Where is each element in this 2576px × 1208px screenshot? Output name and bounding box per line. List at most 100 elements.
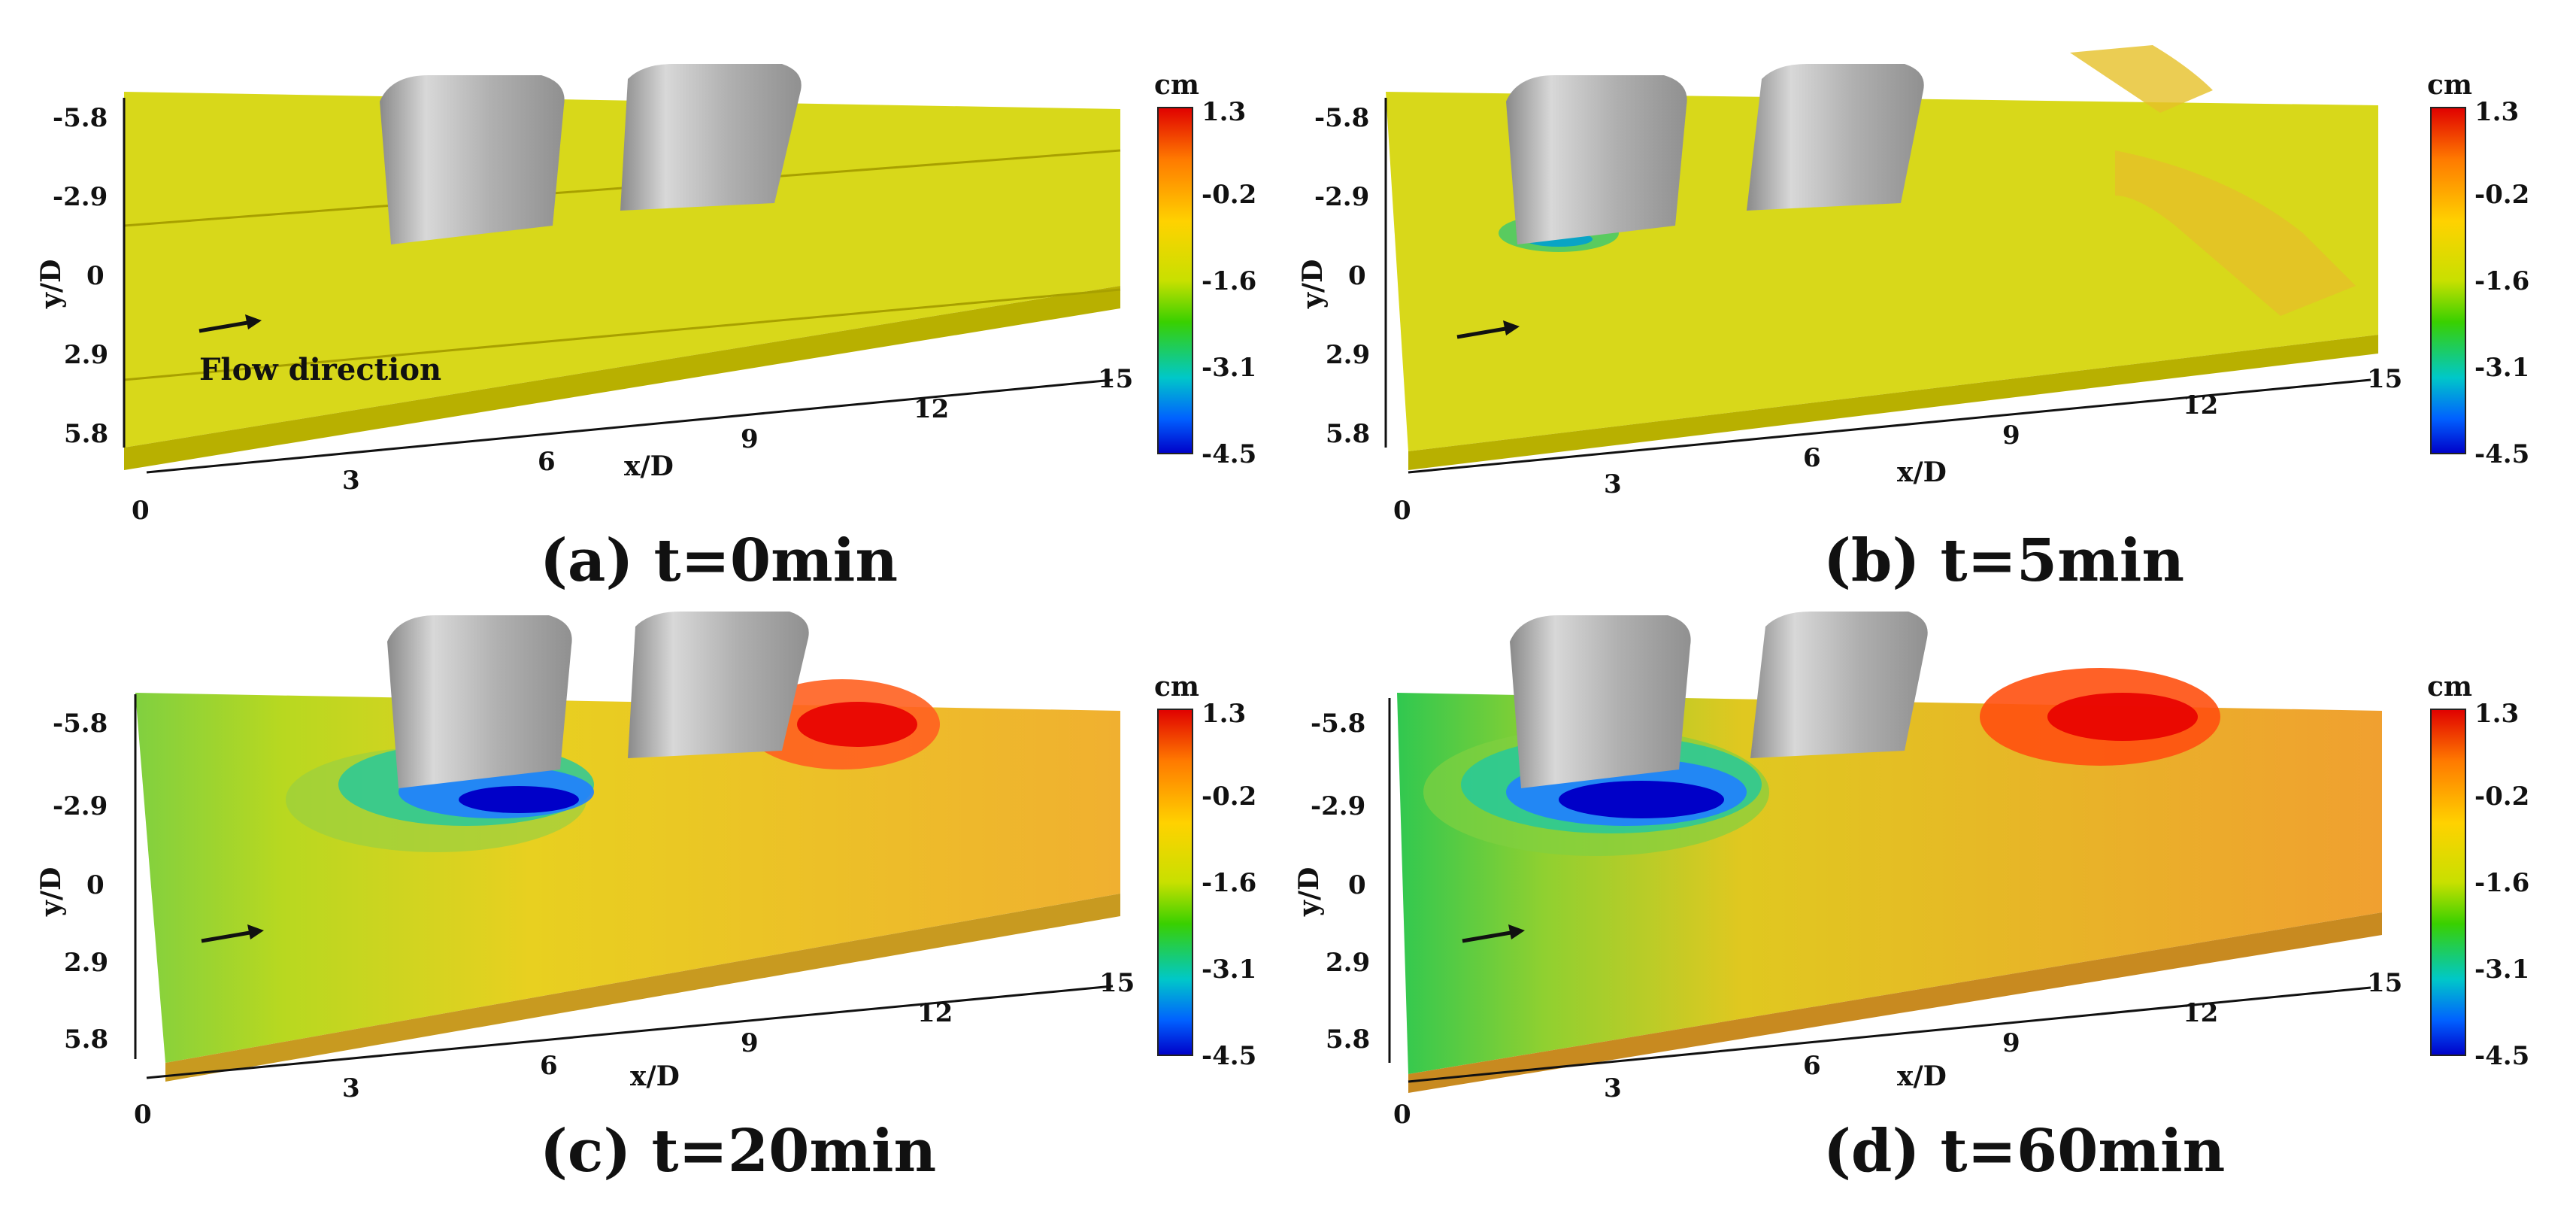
x-tick: 6 — [540, 1051, 558, 1081]
colorbar-tick: -3.1 — [1202, 353, 1256, 383]
y-tick: 5.8 — [64, 1024, 108, 1055]
colorbar — [1157, 107, 1193, 454]
pier-2 — [628, 612, 809, 758]
panel-caption: (a) t=0min — [540, 527, 899, 595]
y-tick: 5.8 — [1326, 419, 1370, 449]
x-tick: 9 — [2002, 1028, 2020, 1058]
x-tick: 3 — [342, 1073, 360, 1103]
panel-c: -5.8 -2.9 0 2.9 5.8 y/D 0 3 6 9 12 15 x/… — [0, 604, 1288, 1208]
y-tick: -2.9 — [1314, 182, 1369, 212]
flow-direction-label: Flow direction — [199, 352, 441, 387]
x-tick: 12 — [917, 998, 953, 1028]
scour-plot-d: -5.8 -2.9 0 2.9 5.8 y/D 0 3 6 9 12 15 x/… — [1293, 612, 2529, 1130]
y-tick: 0 — [86, 261, 105, 291]
colorbar-tick: -4.5 — [2474, 439, 2529, 469]
x-tick: 12 — [2183, 390, 2218, 420]
x-tick: 3 — [1604, 1073, 1622, 1103]
colorbar-tick: 1.3 — [1202, 97, 1246, 127]
x-tick: 9 — [741, 424, 759, 454]
colorbar-unit: cm — [2427, 69, 2472, 101]
colorbar-unit: cm — [2427, 671, 2472, 703]
y-tick: 2.9 — [1326, 340, 1370, 370]
x-tick: 6 — [538, 447, 556, 477]
panel-d: -5.8 -2.9 0 2.9 5.8 y/D 0 3 6 9 12 15 x/… — [1288, 604, 2576, 1208]
y-tick: -2.9 — [53, 182, 108, 212]
colorbar-tick: -1.6 — [2474, 868, 2529, 898]
bed-side — [124, 286, 1120, 470]
x-tick: 9 — [2002, 420, 2020, 451]
colorbar-unit: cm — [1154, 69, 1199, 101]
x-tick: 0 — [1393, 1100, 1411, 1130]
colorbar-tick: -4.5 — [2474, 1041, 2529, 1071]
x-tick: 15 — [1098, 364, 1133, 394]
bed-side — [165, 894, 1120, 1082]
y-axis-label: y/D — [1293, 867, 1325, 917]
panel-a: -5.8 -2.9 0 2.9 5.8 y/D 0 3 6 9 12 15 x/… — [0, 0, 1288, 604]
y-tick: 5.8 — [64, 419, 108, 449]
x-tick: 9 — [741, 1028, 759, 1058]
scour-plot-c: -5.8 -2.9 0 2.9 5.8 y/D 0 3 6 9 12 15 x/… — [35, 612, 1256, 1130]
x-tick: 15 — [2367, 364, 2402, 394]
pier-2 — [620, 64, 802, 211]
pier-1 — [1506, 75, 1687, 244]
y-axis-label: y/D — [35, 260, 67, 309]
panel-b: -5.8 -2.9 0 2.9 5.8 y/D 0 3 6 9 12 15 x/… — [1288, 0, 2576, 604]
panel-caption: (b) t=5min — [1823, 527, 2185, 595]
x-tick: 12 — [914, 394, 949, 424]
colorbar-tick: -1.6 — [2474, 266, 2529, 296]
deposition-band — [2115, 150, 2356, 316]
y-tick: 2.9 — [64, 340, 108, 370]
pier-2 — [1747, 64, 1924, 211]
bed-surface — [135, 693, 1120, 1063]
x-axis-label: x/D — [624, 451, 674, 482]
flow-arrow — [201, 930, 255, 943]
bed-side — [1408, 912, 2382, 1093]
colorbar-tick: -1.6 — [1202, 266, 1256, 296]
colorbar-tick: -3.1 — [2474, 955, 2529, 985]
scour-plot-b: -5.8 -2.9 0 2.9 5.8 y/D 0 3 6 9 12 15 x/… — [1297, 45, 2529, 526]
colorbar — [2430, 709, 2466, 1056]
colorbar-tick: -0.2 — [2474, 180, 2529, 210]
x-tick: 0 — [132, 496, 150, 526]
y-tick: 2.9 — [1326, 948, 1370, 978]
colorbar-tick: -0.2 — [1202, 180, 1256, 210]
pier-1 — [1510, 615, 1691, 788]
bed-side — [1408, 335, 2378, 470]
y-tick: 0 — [1348, 870, 1366, 900]
y-tick: -5.8 — [53, 103, 108, 133]
y-tick: -5.8 — [53, 709, 108, 739]
x-tick: 0 — [134, 1100, 152, 1130]
x-tick: 6 — [1803, 443, 1821, 473]
colorbar-tick: -4.5 — [1202, 439, 1256, 469]
flow-arrow — [1462, 930, 1516, 943]
colorbar-tick: 1.3 — [2474, 97, 2519, 127]
flow-arrow — [199, 320, 253, 333]
panel-caption: (d) t=60min — [1823, 1117, 2226, 1185]
colorbar-tick: 1.3 — [1202, 699, 1246, 729]
colorbar — [1157, 709, 1193, 1056]
y-tick: -2.9 — [53, 791, 108, 821]
x-axis-label: x/D — [1897, 457, 1947, 488]
y-tick: -2.9 — [1311, 791, 1365, 821]
x-tick: 0 — [1393, 496, 1411, 526]
x-tick: 15 — [2367, 968, 2402, 998]
colorbar — [2430, 107, 2466, 454]
y-tick: 5.8 — [1326, 1024, 1370, 1055]
x-tick: 6 — [1803, 1051, 1821, 1081]
colorbar-tick: -1.6 — [1202, 868, 1256, 898]
x-tick: 12 — [2183, 998, 2218, 1028]
y-tick: -5.8 — [1311, 709, 1365, 739]
colorbar-tick: -3.1 — [1202, 955, 1256, 985]
bed-surface — [124, 92, 1120, 448]
pier-1 — [380, 75, 565, 244]
panel-caption: (c) t=20min — [540, 1117, 937, 1185]
x-tick: 15 — [1099, 968, 1135, 998]
x-axis-label: x/D — [630, 1061, 680, 1092]
colorbar-tick: -4.5 — [1202, 1041, 1256, 1071]
y-tick: 0 — [86, 870, 105, 900]
scour-plot-a: -5.8 -2.9 0 2.9 5.8 y/D 0 3 6 9 12 15 x/… — [35, 64, 1256, 526]
colorbar-tick: -0.2 — [2474, 782, 2529, 812]
y-tick: 0 — [1348, 261, 1366, 291]
y-tick: -5.8 — [1314, 103, 1369, 133]
pier-1 — [387, 615, 572, 788]
